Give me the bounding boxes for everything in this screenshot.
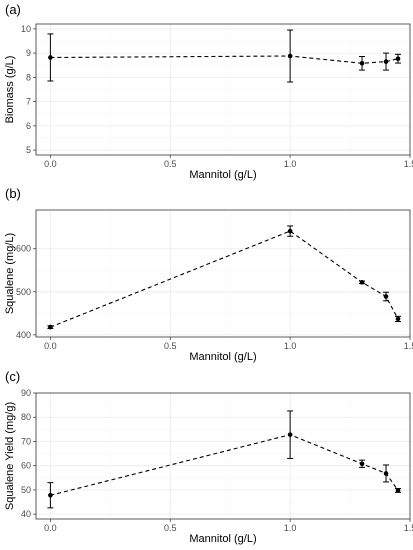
y-axis-title: Biomass (g/L) [4, 56, 16, 124]
y-tick-label: 7 [26, 97, 31, 107]
data-point [359, 280, 365, 285]
x-tick-label: 0.0 [44, 523, 57, 533]
x-axis-title: Mannitol (g/L) [189, 169, 256, 181]
data-point [383, 471, 389, 476]
y-tick-label: 6 [26, 121, 31, 131]
y-tick-label: 80 [21, 412, 31, 422]
x-tick-label: 1.0 [284, 159, 297, 169]
panel-label: (a) [5, 2, 21, 17]
plot-background [36, 210, 410, 337]
x-tick-label: 0.0 [44, 159, 57, 169]
plot-frame [35, 23, 411, 156]
panel-label: (b) [5, 186, 21, 201]
y-tick-label: 70 [21, 436, 31, 446]
x-tick-label: 0.0 [44, 341, 57, 351]
y-tick-label: 5 [26, 145, 31, 155]
x-tick-label: 1.5 [404, 159, 413, 169]
y-tick-label: 8 [26, 72, 31, 82]
x-axis-title: Mannitol (g/L) [189, 533, 256, 545]
y-tick-label: 500 [16, 287, 31, 297]
x-tick-label: 1.5 [404, 523, 413, 533]
data-point [395, 56, 401, 61]
x-tick-label: 1.0 [284, 341, 297, 351]
data-point [383, 59, 389, 64]
chart-panel-3: 0.0 0.5 1.0 1.5 40 50 60 70 80 90(c) Mannitol (g/L… [4, 369, 413, 545]
x-tick-label: 0.5 [164, 159, 177, 169]
data-point [287, 432, 293, 437]
x-tick-label: 1.0 [284, 523, 297, 533]
y-axis-title: Squalene Yield (mg/g) [4, 402, 16, 510]
y-tick-label: 50 [21, 485, 31, 495]
data-point [359, 461, 365, 467]
y-tick-label: 60 [21, 461, 31, 471]
y-tick-label: 400 [16, 330, 31, 340]
plot-frame [35, 392, 411, 520]
data-point [48, 492, 53, 498]
x-tick-label: 0.5 [164, 341, 177, 351]
data-point [383, 294, 389, 299]
x-axis-title: Mannitol (g/L) [189, 351, 256, 363]
chart-panel-2: 0.0 0.5 1.0 1.5 400 500 600 (b) Mannitol (g/L) Sq… [4, 186, 413, 363]
x-tick-label: 0.5 [164, 523, 177, 533]
data-point [48, 324, 53, 330]
plot-background [36, 393, 410, 519]
data-point [359, 61, 365, 66]
y-tick-label: 10 [21, 24, 31, 34]
data-point [287, 53, 293, 59]
data-point [287, 228, 293, 234]
y-tick-label: 9 [26, 48, 31, 58]
chart-panel-1: 0.0 0.5 1.0 1.5 5 6 7 8 9 10(a) Mannitol (g/L) Biom… [4, 2, 413, 181]
plot-frame [35, 209, 411, 338]
data-point [48, 55, 53, 60]
y-tick-label: 600 [16, 244, 31, 254]
y-axis-title: Squalene (mg/L) [4, 233, 16, 314]
data-point [395, 488, 401, 493]
y-tick-label: 90 [21, 388, 31, 398]
y-tick-label: 40 [21, 509, 31, 519]
data-point [395, 316, 401, 322]
panel-label: (c) [5, 369, 20, 384]
x-tick-label: 1.5 [404, 341, 413, 351]
